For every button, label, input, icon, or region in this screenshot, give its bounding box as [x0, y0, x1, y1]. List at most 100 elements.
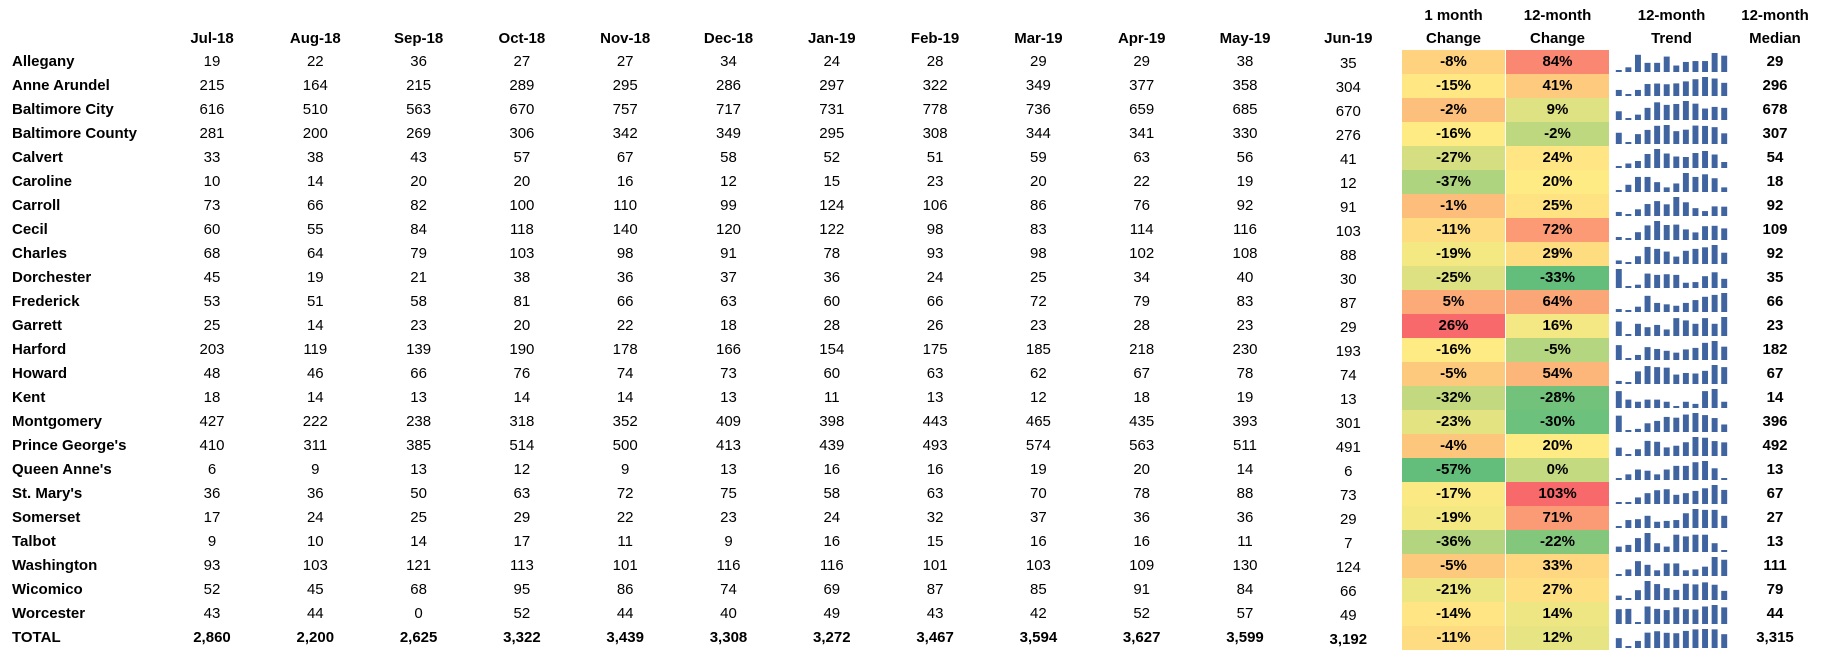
cell-value: 20: [514, 173, 531, 190]
median-value: 79: [1767, 581, 1784, 598]
sparkline-bar: [1644, 84, 1651, 96]
sparkline-bar: [1702, 461, 1709, 480]
change-value: -33%: [1540, 269, 1575, 286]
sparkline-bar: [1721, 550, 1728, 552]
cell-value: 203: [199, 341, 224, 358]
sparkline-bar: [1711, 341, 1718, 360]
cell-value: 12: [514, 461, 531, 478]
sparkline: [1615, 101, 1728, 120]
cell-value: 166: [716, 341, 741, 358]
sparkline-bar: [1644, 176, 1651, 192]
sparkline-bar: [1721, 252, 1728, 264]
sparkline-bar: [1615, 478, 1622, 480]
sparkline-bar: [1721, 367, 1728, 384]
cell-value: 49: [823, 605, 840, 622]
sparkline-bar: [1702, 534, 1709, 552]
sparkline: [1615, 149, 1728, 168]
cell-value: 3,308: [710, 629, 748, 646]
change-value: -19%: [1436, 245, 1471, 262]
sparkline-bar: [1644, 225, 1651, 240]
cell-value: 45: [204, 269, 221, 286]
sparkline-bar: [1721, 278, 1728, 288]
sparkline-bar: [1692, 534, 1699, 552]
heat-cell: [1506, 290, 1609, 314]
cell-value: 3,272: [813, 629, 851, 646]
cell-value: 18: [204, 389, 221, 406]
sparkline-bar: [1721, 515, 1728, 528]
sparkline-bar: [1692, 569, 1699, 576]
heat-cell: [1506, 554, 1609, 578]
sparkline-bar: [1702, 606, 1709, 624]
sparkline-bar: [1711, 418, 1718, 432]
row-label: Queen Anne's: [12, 461, 112, 478]
sparkline-bar: [1682, 349, 1689, 360]
cell-value: 3,192: [1330, 631, 1368, 648]
sparkline-bar: [1634, 209, 1641, 216]
heat-cell: [1506, 626, 1609, 650]
cell-value: 19: [1030, 461, 1047, 478]
cell-value: 110: [613, 197, 637, 214]
cell-value: 48: [204, 365, 221, 382]
sparkline-bar: [1721, 489, 1728, 504]
sparkline: [1615, 173, 1728, 192]
cell-value: 11: [1237, 533, 1253, 550]
sparkline-bar: [1702, 582, 1709, 600]
cell-value: 70: [1030, 485, 1047, 502]
change-value: -5%: [1544, 341, 1571, 358]
cell-value: 349: [716, 125, 741, 142]
median-value: 67: [1767, 365, 1784, 382]
heat-cell: [1402, 50, 1505, 74]
sparkline-bar: [1663, 153, 1670, 168]
cell-value: 16: [823, 461, 840, 478]
heat-cell: [1402, 98, 1505, 122]
cell-value: 86: [1030, 197, 1047, 214]
cell-value: 616: [199, 101, 224, 118]
change-value: 24%: [1542, 149, 1572, 166]
cell-value: 12: [1030, 389, 1047, 406]
sparkline-bar: [1711, 584, 1718, 600]
row-label: Baltimore City: [12, 101, 114, 118]
sparkline-bar: [1702, 226, 1709, 240]
sparkline-bar: [1644, 327, 1651, 336]
median-value: 13: [1767, 533, 1784, 550]
sparkline-bar: [1644, 606, 1651, 624]
sparkline: [1615, 245, 1728, 264]
cell-value: 25: [204, 317, 221, 334]
cell-value: 409: [716, 413, 741, 430]
cell-value: 269: [406, 125, 431, 142]
heat-cell: [1402, 506, 1505, 530]
sparkline-bar: [1711, 543, 1718, 552]
cell-value: 26: [927, 317, 944, 334]
sparkline-bar: [1634, 561, 1641, 576]
heat-cell: [1402, 338, 1505, 362]
heat-cell: [1506, 218, 1609, 242]
sparkline-bar: [1634, 497, 1641, 504]
cell-value: 57: [514, 149, 531, 166]
sparkline-bar: [1673, 224, 1680, 240]
change-value: -23%: [1436, 413, 1471, 430]
cell-value: 24: [927, 269, 944, 286]
cell-value: 9: [208, 533, 216, 550]
cell-value: 73: [204, 197, 221, 214]
sparkline-bar: [1682, 129, 1689, 144]
row-label: Carroll: [12, 197, 60, 214]
cell-value: 413: [716, 437, 741, 454]
heat-cell: [1402, 242, 1505, 266]
sparkline-bar: [1673, 406, 1680, 408]
sparkline-bar: [1692, 609, 1699, 624]
heat-cell: [1506, 458, 1609, 482]
sparkline-bar: [1692, 584, 1699, 600]
sparkline-bar: [1615, 380, 1622, 384]
change-value: 25%: [1542, 197, 1572, 214]
change-value: -16%: [1436, 125, 1471, 142]
sparkline-bar: [1711, 485, 1718, 504]
cell-value: 74: [720, 581, 737, 598]
sparkline-bar: [1673, 183, 1680, 192]
row-label: Prince George's: [12, 437, 126, 454]
cell-value: 124: [1336, 559, 1361, 576]
cell-value: 12: [1340, 175, 1357, 192]
sparkline-bar: [1692, 347, 1699, 360]
cell-value: 98: [617, 245, 634, 262]
sparkline-bar: [1615, 415, 1622, 432]
sparkline-bar: [1692, 437, 1699, 456]
